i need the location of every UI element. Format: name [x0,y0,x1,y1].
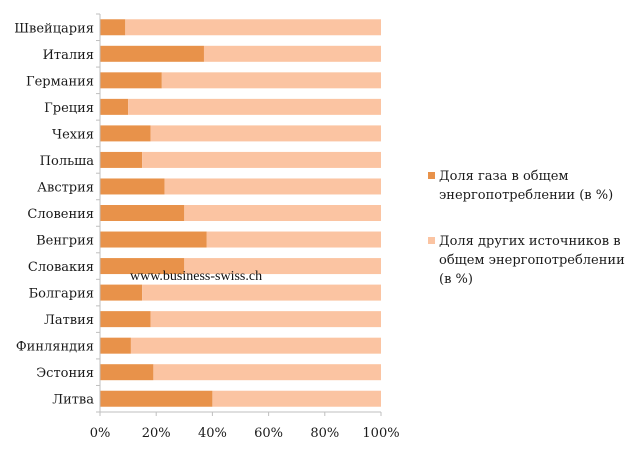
bar-other-11 [142,284,381,301]
bar-gas-12 [100,311,151,328]
legend-swatch-other [428,237,435,244]
bar-gas-7 [100,178,165,195]
bar-other-14 [153,364,381,381]
category-label-4: Греция [44,101,94,116]
category-label-2: Италия [43,48,94,63]
bar-gas-2 [100,45,204,62]
bar-gas-15 [100,390,213,407]
x-tick-label-0: 0% [90,426,111,441]
x-tick-label-1: 20% [142,426,171,441]
bar-other-4 [128,98,381,115]
legend: Доля газа в общем энергопотреблении (в %… [428,169,625,287]
legend-label-other-line2: общем энергопотреблении [439,253,625,268]
bar-gas-14 [100,364,154,381]
bar-gas-8 [100,205,185,221]
legend-swatch-gas [428,172,435,179]
bar-other-3 [161,72,381,89]
bar-other-12 [150,311,381,328]
legend-label-gas-line2: энергопотреблении (в %) [439,188,613,203]
x-tick-label-4: 80% [310,426,339,441]
x-tick-label-3: 60% [254,426,283,441]
bar-other-10 [184,258,381,275]
axes: Швейцария Италия Германия Греция Чехия Польша… [14,13,400,441]
legend-label-other-line3: (в %) [439,272,473,287]
category-label-8: Словения [27,207,94,222]
bar-gas-3 [100,72,162,89]
category-label-7: Австрия [37,180,94,195]
bar-gas-1 [100,19,126,36]
watermark-text: www.business-swiss.ch [130,269,262,284]
category-label-14: Эстония [36,366,94,381]
bar-other-8 [184,205,381,221]
bar-other-2 [203,45,381,62]
category-label-6: Польша [40,154,95,169]
bar-gas-5 [100,125,151,142]
category-label-10: Словакия [28,260,94,275]
category-label-5: Чехия [52,127,94,142]
legend-label-other-line1: Доля других источников в [439,234,621,249]
bar-gas-11 [100,284,143,301]
category-label-3: Германия [26,74,94,89]
x-tick-label-5: 100% [362,426,399,441]
bar-other-7 [164,178,381,195]
bar-gas-10 [100,258,185,275]
category-label-12: Латвия [44,313,94,328]
legend-label-gas-line1: Доля газа в общем [439,169,569,184]
category-label-11: Болгария [29,287,94,302]
bar-other-13 [130,337,381,354]
bar-gas-9 [100,231,207,248]
category-label-1: Швейцария [14,21,94,36]
bar-gas-6 [100,151,143,168]
bar-other-9 [206,231,381,248]
bar-gas-4 [100,98,129,115]
bar-other-5 [150,125,381,142]
bar-other-1 [125,19,381,36]
category-label-9: Венгрия [36,234,94,249]
category-label-15: Литва [52,393,94,408]
x-tick-label-2: 40% [198,426,227,441]
bar-gas-13 [100,337,131,354]
plot-area [100,19,381,407]
bar-other-6 [142,151,381,168]
category-label-13: Финляндия [16,340,94,355]
bar-other-15 [212,390,381,407]
